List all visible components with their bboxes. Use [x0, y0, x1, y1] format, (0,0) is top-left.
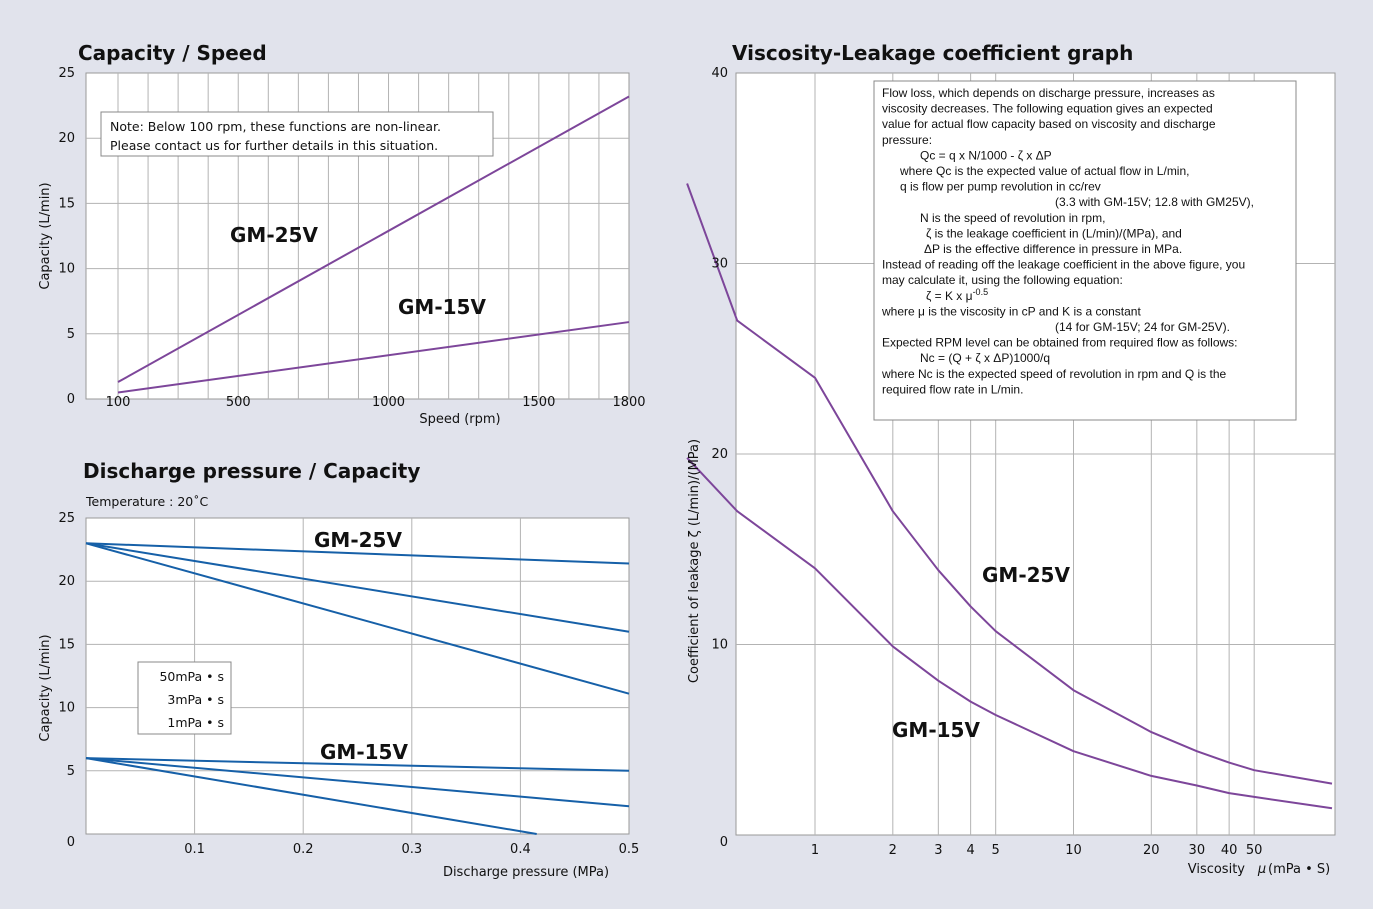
note-line: N is the speed of revolution in rpm,: [920, 211, 1105, 225]
note-line: q is flow per pump revolution in cc/rev: [900, 180, 1101, 194]
note-line: Nc = (Q + ζ x ΔP)1000/q: [920, 351, 1050, 365]
x-axis-label: Discharge pressure (MPa): [443, 865, 609, 880]
x-tick-label: 5: [992, 843, 1000, 858]
series-line-3: [85, 757, 630, 772]
series-label-gm15v: GM-15V: [398, 295, 486, 319]
viscosity-leakage-chart: Viscosity-Leakage coefficient graph 1 2 3 4…: [686, 41, 1336, 877]
y-tick-label: 20: [58, 574, 75, 589]
x-axis-mu-symbol: μ: [1257, 862, 1266, 877]
series-label-gm25v: GM-25V: [230, 223, 318, 247]
x-tick-label: 30: [1189, 843, 1206, 858]
note-line: Instead of reading off the leakage coeff…: [882, 258, 1245, 272]
chart-title: Viscosity-Leakage coefficient graph: [732, 41, 1133, 65]
series-line-1: [686, 457, 1333, 810]
series-line-2: [85, 542, 630, 695]
note-line: ζ is the leakage coefficient in (L/min)/…: [926, 226, 1182, 240]
capacity-speed-chart: Capacity / Speed 100 500 1000 1500 1800 0 5 10 1…: [38, 41, 646, 427]
series-label-gm25v: GM-25V: [982, 563, 1070, 587]
note-line: where μ is the viscosity in cP and K is …: [881, 304, 1141, 318]
note-line-1: Note: Below 100 rpm, these functions are…: [110, 119, 441, 134]
series-line-0: [85, 542, 630, 565]
y-tick-label: 20: [711, 447, 728, 462]
note-line: value for actual flow capacity based on …: [882, 117, 1216, 131]
note-line: Flow loss, which depends on discharge pr…: [882, 86, 1215, 100]
x-axis-label: Speed (rpm): [419, 412, 500, 427]
x-tick-label: 0.3: [401, 842, 422, 857]
y-tick-label: 10: [58, 701, 75, 716]
note-line: viscosity decreases. The following equat…: [882, 102, 1213, 116]
note-line: Qc = q x N/1000 - ζ x ΔP: [920, 148, 1052, 162]
y-tick-label: 5: [67, 327, 75, 342]
chart-title: Capacity / Speed: [78, 41, 267, 65]
x-tick-label: 1: [811, 843, 819, 858]
x-tick-label: 500: [226, 395, 251, 410]
y-tick-label: 40: [711, 66, 728, 81]
x-tick-label: 2: [889, 843, 897, 858]
x-tick-label: 0.4: [510, 842, 531, 857]
x-tick-label: 4: [966, 843, 974, 858]
y-tick-label: 15: [58, 637, 75, 652]
note-line: (14 for GM-15V; 24 for GM-25V).: [1055, 320, 1230, 334]
series-line-0: [686, 183, 1333, 785]
group-label-gm15v: GM-15V: [320, 740, 408, 764]
series-line-4: [85, 757, 630, 808]
y-tick-label: 0: [720, 835, 728, 850]
x-tick-label: 20: [1143, 843, 1160, 858]
note-box: [100, 111, 494, 157]
y-tick-label: 0: [67, 392, 75, 407]
note-line: Expected RPM level can be obtained from …: [882, 336, 1238, 350]
note-box: [873, 80, 1297, 421]
y-axis-label: Capacity (L/min): [38, 182, 53, 289]
y-tick-label: 0: [67, 835, 75, 850]
note-line: required flow rate in L/min.: [882, 382, 1023, 396]
legend-item-3: 3mPa • s: [167, 692, 224, 707]
x-tick-label: 40: [1221, 843, 1238, 858]
x-tick-label: 1000: [372, 395, 405, 410]
y-axis-label: Coefficient of leakage ζ (L/min)/(MPa): [687, 439, 702, 683]
x-axis-label: Viscosity: [1188, 862, 1246, 877]
y-tick-label: 20: [58, 131, 75, 146]
note-line: (3.3 with GM-15V; 12.8 with GM25V),: [1055, 195, 1254, 209]
note-line: ΔP is the effective difference in pressu…: [924, 242, 1182, 256]
y-tick-label: 25: [58, 66, 75, 81]
note-line-2: Please contact us for further details in…: [110, 138, 438, 153]
x-tick-label: 0.1: [184, 842, 205, 857]
y-tick-label: 25: [58, 511, 75, 526]
x-tick-label: 50: [1246, 843, 1263, 858]
series-line-1: [85, 542, 630, 633]
note-line: may calculate it, using the following eq…: [882, 273, 1123, 287]
x-axis-unit: (mPa • S): [1268, 862, 1330, 877]
y-tick-label: 15: [58, 196, 75, 211]
y-tick-label: 10: [711, 638, 728, 653]
discharge-capacity-chart: Discharge pressure / Capacity Temperatur…: [38, 459, 639, 880]
note-line: where Nc is the expected speed of revolu…: [881, 367, 1227, 381]
chart-title: Discharge pressure / Capacity: [83, 459, 420, 483]
note-line: where Qc is the expected value of actual…: [899, 164, 1189, 178]
series-label-gm15v: GM-15V: [892, 718, 980, 742]
y-tick-label: 5: [67, 764, 75, 779]
x-tick-label: 0.5: [619, 842, 640, 857]
y-tick-label: 30: [711, 257, 728, 272]
note-line: pressure:: [882, 133, 932, 147]
x-tick-label: 1800: [612, 395, 645, 410]
note-line: ζ = K x μ-0.5: [926, 287, 988, 303]
legend-item-1: 1mPa • s: [167, 715, 224, 730]
chart-subtitle: Temperature : 20˚C: [85, 494, 208, 509]
series-line-1: [117, 321, 630, 394]
group-label-gm25v: GM-25V: [314, 528, 402, 552]
x-tick-label: 3: [934, 843, 942, 858]
y-axis-label: Capacity (L/min): [38, 634, 53, 741]
x-tick-label: 0.2: [293, 842, 314, 857]
x-tick-label: 100: [106, 395, 131, 410]
series-line-0: [117, 95, 630, 383]
series-line-5: [85, 757, 537, 835]
legend-item-50: 50mPa • s: [159, 669, 224, 684]
legend-box: [137, 661, 232, 735]
x-tick-label: 1500: [522, 395, 555, 410]
x-tick-label: 10: [1065, 843, 1082, 858]
y-tick-label: 10: [58, 262, 75, 277]
